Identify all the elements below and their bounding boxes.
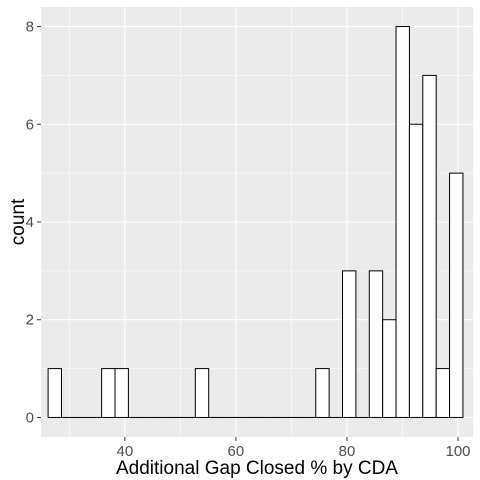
axis-ticks: 40 60 80 100 0 2 4 6 8: [26, 19, 471, 460]
x-tick-label: 40: [117, 443, 134, 460]
histogram-bar: [315, 368, 330, 418]
y-tick-label: 0: [26, 409, 34, 426]
histogram-bar: [395, 26, 410, 418]
y-tick-label: 6: [26, 116, 34, 133]
y-axis-title: count: [8, 198, 29, 245]
histogram-bar: [114, 368, 129, 418]
histogram-bar: [368, 270, 384, 418]
y-tick-label: 2: [26, 312, 34, 329]
y-tick-label: 8: [26, 19, 34, 36]
histogram-bars: [47, 26, 464, 418]
histogram-bar: [101, 368, 116, 418]
histogram-bar: [194, 368, 210, 418]
histogram-bar: [47, 368, 62, 418]
histogram-bar: [449, 172, 464, 418]
histogram-bar: [342, 270, 357, 418]
x-tick-label: 80: [339, 443, 356, 460]
histogram-bar: [408, 123, 424, 418]
histogram-bar: [435, 368, 451, 418]
x-axis-title: Additional Gap Closed % by CDA: [116, 458, 398, 479]
histogram-bar: [382, 319, 397, 418]
x-tick-label: 100: [445, 443, 470, 460]
histogram-bar: [422, 74, 437, 418]
x-tick-label: 60: [228, 443, 245, 460]
y-tick-label: 4: [26, 214, 34, 231]
